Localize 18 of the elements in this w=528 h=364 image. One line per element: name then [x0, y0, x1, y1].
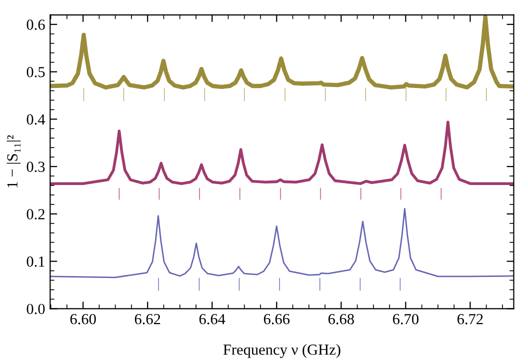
y-tick-label: 0.5 — [26, 66, 45, 78]
y-tick-label: 0.2 — [26, 209, 44, 220]
x-tick-label: 6.68 — [328, 314, 354, 324]
line-series — [50, 120, 514, 185]
y-tick-label: 0.6 — [26, 20, 45, 30]
x-tick-label: 6.66 — [264, 314, 290, 324]
y-tick-label: 0.4 — [26, 114, 46, 125]
y-axis-title: 1 − |S₁₁|² — [6, 135, 21, 188]
x-tick-label: 6.72 — [457, 314, 483, 324]
x-tick-label: 6.64 — [199, 314, 226, 324]
y-tick-label: 0.1 — [26, 256, 44, 267]
x-tick-label: 6.62 — [134, 314, 160, 324]
line-series — [50, 208, 514, 278]
x-tick-label: 6.70 — [392, 314, 418, 324]
y-tick-label: 0.0 — [26, 304, 45, 314]
y-tick-label: 0.3 — [26, 162, 45, 172]
x-axis-title: Frequency ν (GHz) — [223, 344, 340, 358]
x-tick-label: 6.60 — [70, 314, 96, 324]
